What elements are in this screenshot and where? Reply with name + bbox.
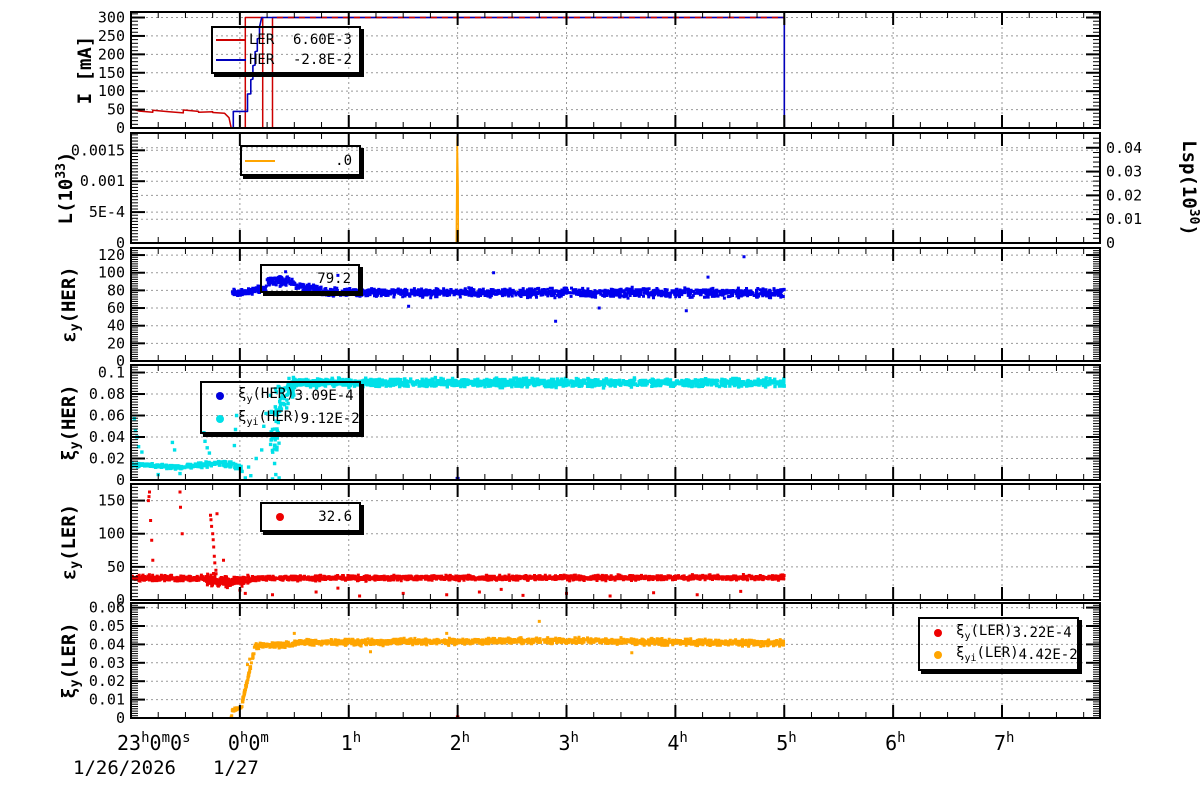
svg-text:20: 20	[107, 334, 125, 352]
series-xiyi_ler	[229, 619, 786, 718]
x-tick-label: 5h	[776, 730, 796, 755]
svg-text:0.01: 0.01	[1106, 210, 1142, 228]
svg-text:0.001: 0.001	[80, 172, 125, 190]
x-tick-label: 3h	[559, 730, 579, 755]
svg-text:0: 0	[116, 234, 125, 252]
panel-beambeam-ler: 0.060.050.040.030.020.010	[89, 599, 1101, 727]
axis-label-luminosity: L(1033)	[54, 152, 77, 225]
svg-text:100: 100	[98, 525, 125, 543]
svg-text:0: 0	[1106, 234, 1115, 252]
x-tick-label: 4h	[667, 730, 687, 755]
x-tick-label: 23h0m0s	[117, 730, 191, 755]
svg-text:0.02: 0.02	[89, 672, 125, 690]
x-tick-label: 6h	[885, 730, 905, 755]
svg-text:0: 0	[116, 591, 125, 609]
svg-text:0.06: 0.06	[89, 407, 125, 425]
svg-text:0.08: 0.08	[89, 385, 125, 403]
svg-text:60: 60	[107, 299, 125, 317]
panel-beambeam-her: 0.1 0.08 0.06 0.04 0.02 0	[89, 364, 1101, 489]
x-tick-label: 2h	[450, 730, 470, 755]
svg-text:120: 120	[98, 246, 125, 264]
axis-label-emittance-ler: εy(LER)	[58, 504, 83, 580]
axis-label-beambeam-her: ξy(HER)	[58, 384, 83, 460]
axis-label-beambeam-ler: ξy(LER)	[58, 622, 83, 698]
svg-text:40: 40	[107, 317, 125, 335]
series-ey_her	[230, 255, 786, 323]
svg-text:200: 200	[98, 45, 125, 63]
svg-text:0: 0	[116, 471, 125, 489]
svg-text:100: 100	[98, 82, 125, 100]
svg-text:0.02: 0.02	[1106, 186, 1142, 204]
date-label-next-day: 1/27	[213, 757, 259, 779]
svg-text:50: 50	[107, 558, 125, 576]
svg-text:0.1: 0.1	[98, 364, 125, 382]
svg-text:0.04: 0.04	[89, 635, 125, 653]
svg-text:50: 50	[107, 101, 125, 119]
svg-text:0: 0	[116, 709, 125, 727]
axis-label-emittance-her: εy(HER)	[58, 266, 83, 342]
svg-text:5E-4: 5E-4	[89, 203, 125, 221]
svg-text:150: 150	[98, 492, 125, 510]
svg-text:0.0015: 0.0015	[71, 141, 125, 159]
axis-label-beam-current: I [mA]	[74, 36, 96, 105]
svg-text:0.02: 0.02	[89, 450, 125, 468]
date-label-start: 1/26/2026	[73, 757, 176, 779]
svg-text:80: 80	[107, 281, 125, 299]
svg-text:0.05: 0.05	[89, 617, 125, 635]
panel-luminosity: 0.0015 0.001 5E-4 0 0.04 0.03 0.02 0.01 0	[71, 132, 1142, 252]
x-tick-label: 7h	[994, 730, 1014, 755]
svg-text:0.03: 0.03	[89, 654, 125, 672]
svg-text:0: 0	[116, 352, 125, 370]
x-tick-label: 0h0m	[228, 730, 269, 755]
svg-text:0: 0	[116, 119, 125, 137]
panel-emittance-ler: 150 100 50 0	[98, 483, 1101, 609]
series-ey_ler	[131, 490, 786, 598]
svg-text:250: 250	[98, 27, 125, 45]
series-xiyi_her	[131, 375, 786, 480]
svg-text:0.04: 0.04	[1106, 139, 1142, 157]
svg-text:0.03: 0.03	[1106, 163, 1142, 181]
svg-text:0.06: 0.06	[89, 599, 125, 617]
x-tick-label: 1h	[341, 730, 361, 755]
svg-text:300: 300	[98, 9, 125, 27]
svg-text:150: 150	[98, 64, 125, 82]
svg-text:0.01: 0.01	[89, 691, 125, 709]
right-axis-label-luminosity: Lsp(1030)	[1178, 140, 1200, 236]
svg-text:0.04: 0.04	[89, 428, 125, 446]
svg-text:100: 100	[98, 264, 125, 282]
